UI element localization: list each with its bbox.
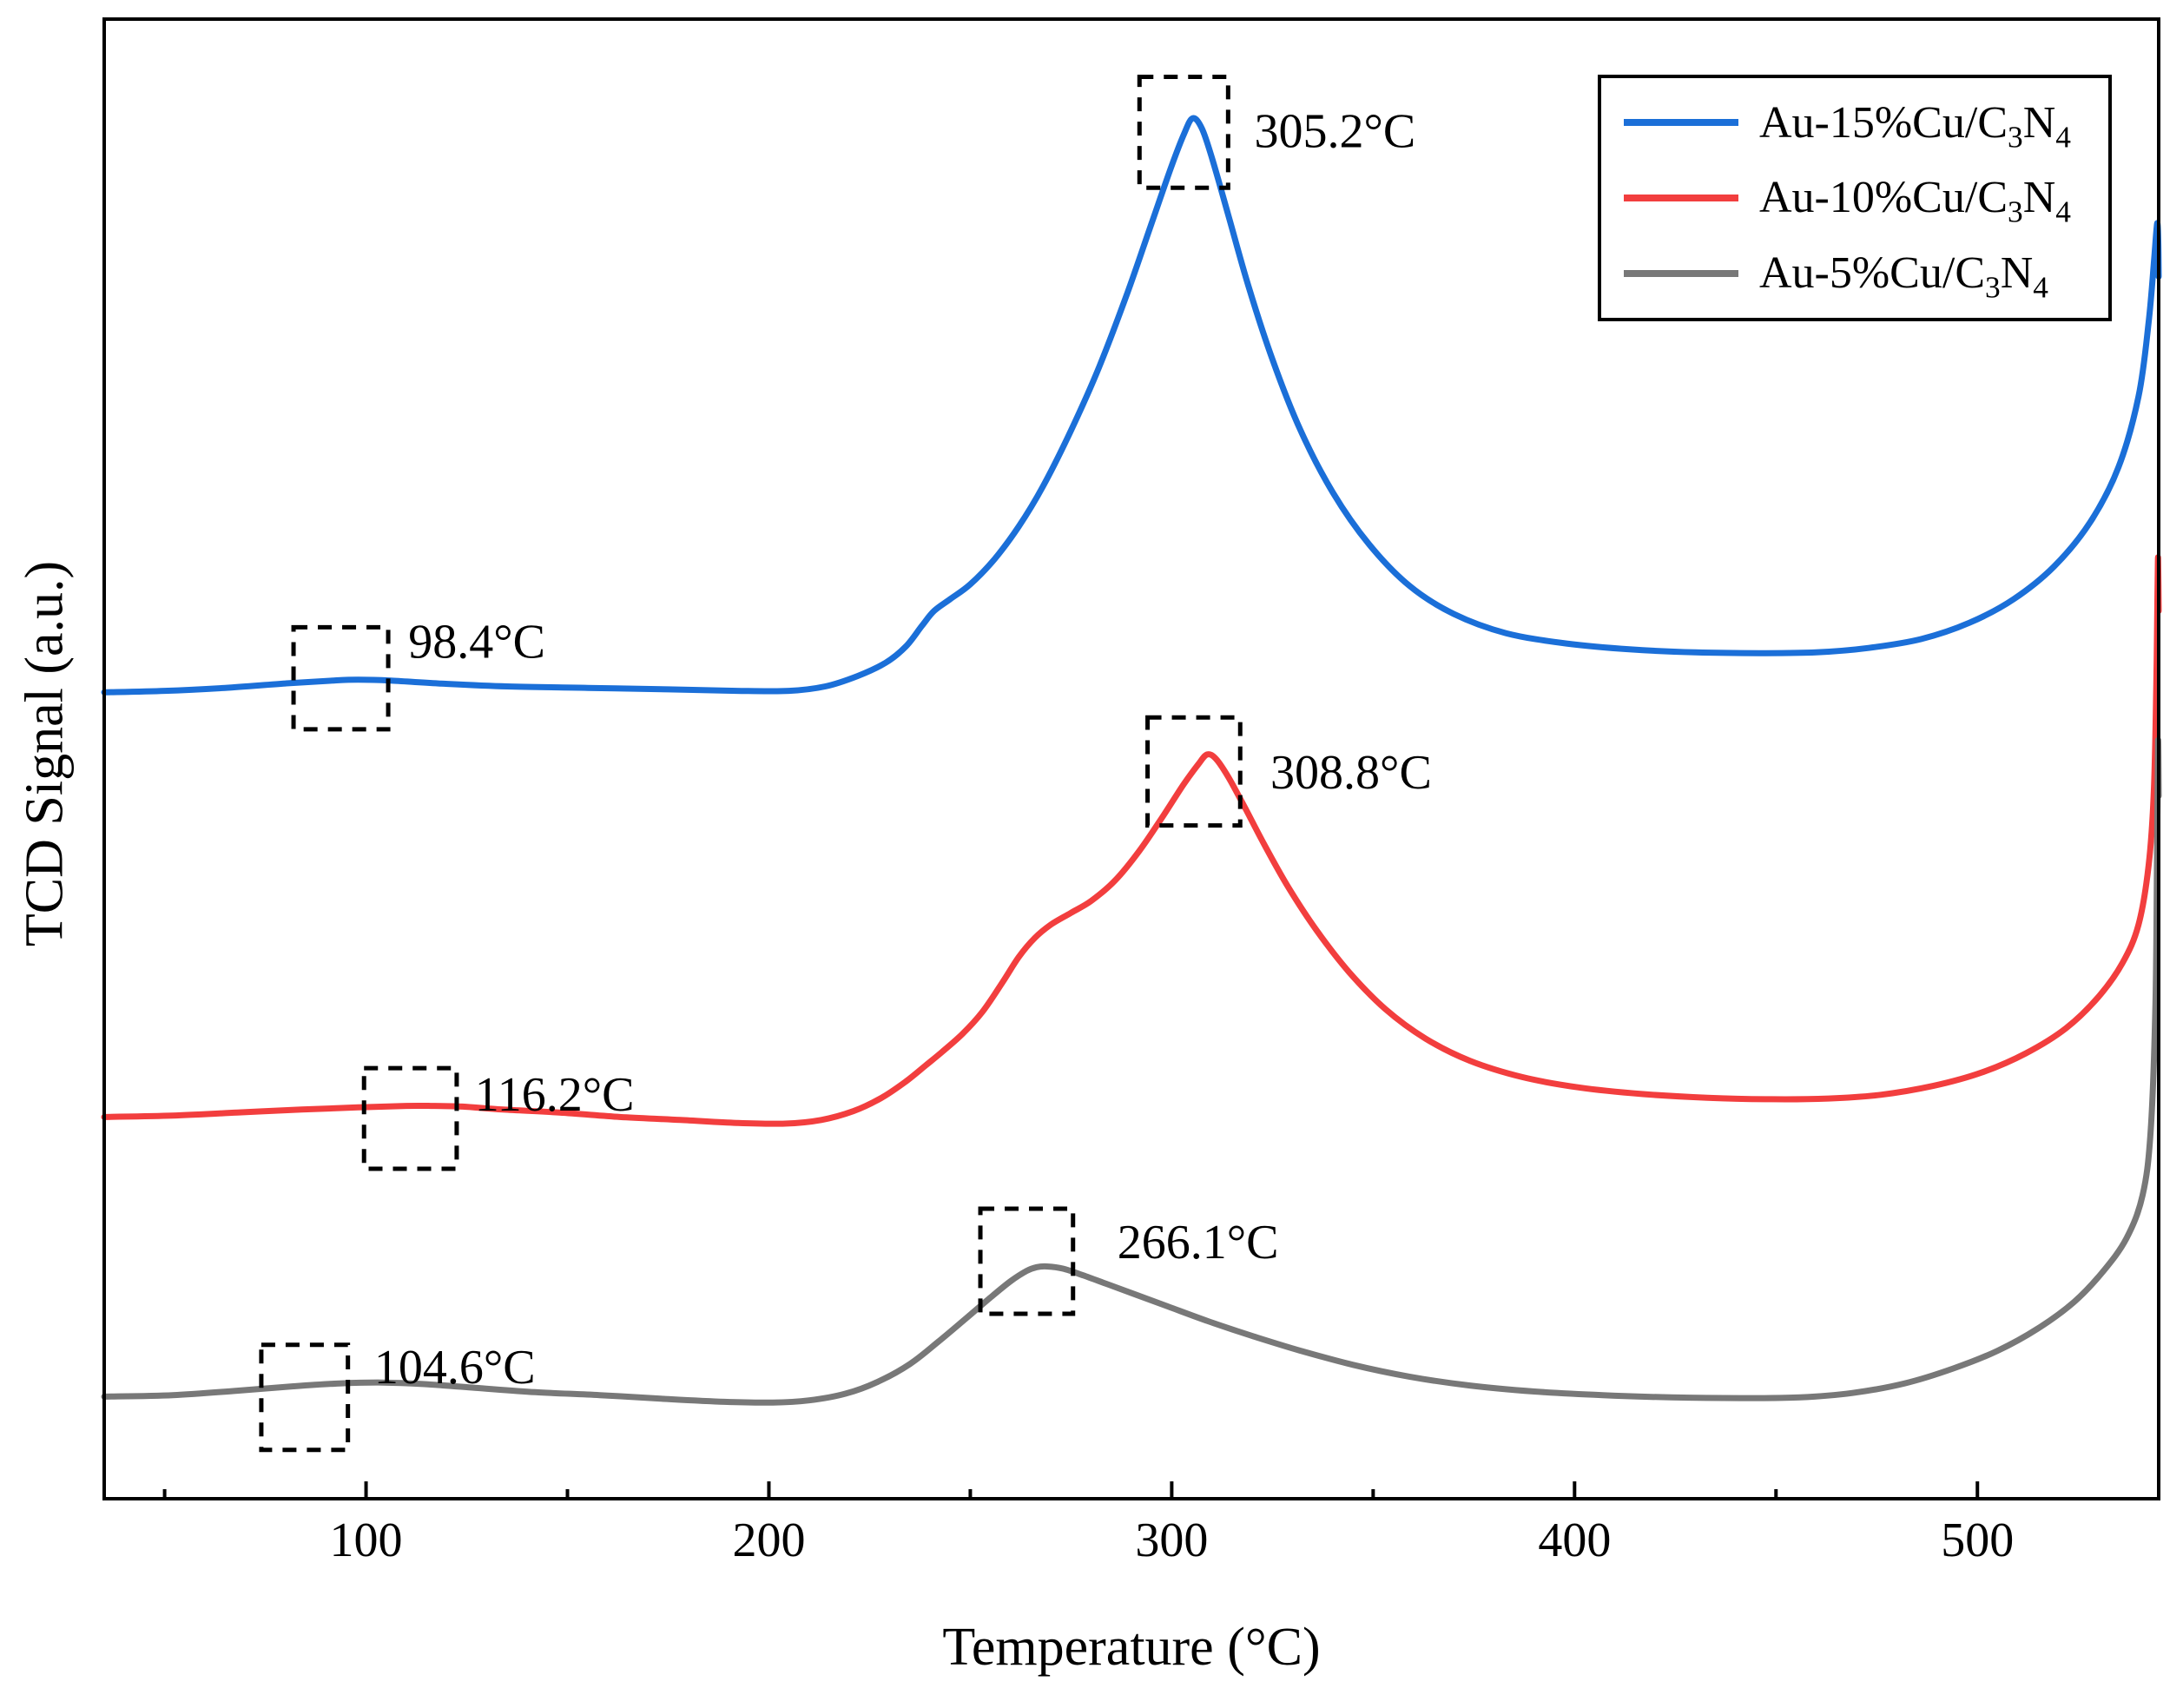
annotation-box-au10-low	[361, 1065, 459, 1171]
legend-label-text: N	[2022, 97, 2056, 148]
plot-border	[102, 17, 2160, 1500]
annotation-label-au10-low: 116.2°C	[475, 1068, 635, 1122]
legend-label-sub: 3	[1985, 269, 2001, 305]
x-axis-title: Temperature (°C)	[942, 1618, 1321, 1677]
legend-item-au10: Au-10%Cu/C3N4	[1601, 172, 2108, 228]
legend-item-au15: Au-15%Cu/C3N4	[1601, 97, 2108, 152]
legend-label-sub: 4	[2055, 194, 2071, 229]
annotation-label-au5-low: 104.6°C	[374, 1341, 536, 1395]
annotation-box-au10-peak	[1145, 715, 1243, 828]
legend: Au-15%Cu/C3N4 Au-10%Cu/C3N4 Au-5%Cu/C3N4	[1598, 75, 2112, 321]
annotation-label-au15-peak: 305.2°C	[1254, 104, 1415, 158]
legend-line-au10	[1624, 194, 1738, 201]
legend-label-sub: 4	[2055, 119, 2071, 155]
series-line-au5	[101, 736, 2162, 1406]
x-tick-label: 400	[1538, 1513, 1611, 1567]
legend-label-sub: 3	[2008, 194, 2023, 229]
legend-label-text: N	[2022, 173, 2056, 223]
series-line-au10	[101, 554, 2162, 1127]
legend-label-text: Au-5%Cu/C	[1759, 248, 1985, 299]
x-tick-label: 500	[1941, 1513, 2014, 1567]
legend-label-au10: Au-10%Cu/C3N4	[1759, 172, 2071, 227]
annotation-box-au5-low	[259, 1342, 351, 1453]
legend-item-au5: Au-5%Cu/C3N4	[1601, 247, 2108, 302]
annotation-label-au15-low: 98.4°C	[408, 615, 545, 669]
legend-label-text: Au-15%Cu/C	[1759, 97, 2008, 148]
legend-label-text: N	[2000, 248, 2034, 299]
annotation-label-au5-peak: 266.1°C	[1118, 1216, 1279, 1269]
legend-line-au15	[1624, 119, 1738, 127]
annotation-box-au15-peak	[1137, 74, 1230, 190]
legend-label-au5: Au-5%Cu/C3N4	[1759, 247, 2048, 302]
x-tick-label: 100	[330, 1513, 403, 1567]
legend-line-au5	[1624, 269, 1738, 277]
legend-label-au15: Au-15%Cu/C3N4	[1759, 97, 2071, 152]
x-tick-label: 300	[1135, 1513, 1208, 1567]
x-tick-label: 200	[732, 1513, 805, 1567]
legend-label-text: Au-10%Cu/C	[1759, 173, 2008, 223]
annotation-label-au10-peak: 308.8°C	[1270, 746, 1432, 800]
series-line-au15	[101, 115, 2162, 696]
legend-label-sub: 3	[2008, 119, 2023, 155]
legend-label-sub: 4	[2033, 269, 2048, 305]
annotation-box-au5-peak	[978, 1206, 1076, 1316]
y-axis-title: TCD Signal (a.u.)	[15, 560, 75, 947]
annotation-box-au15-low	[291, 624, 391, 732]
